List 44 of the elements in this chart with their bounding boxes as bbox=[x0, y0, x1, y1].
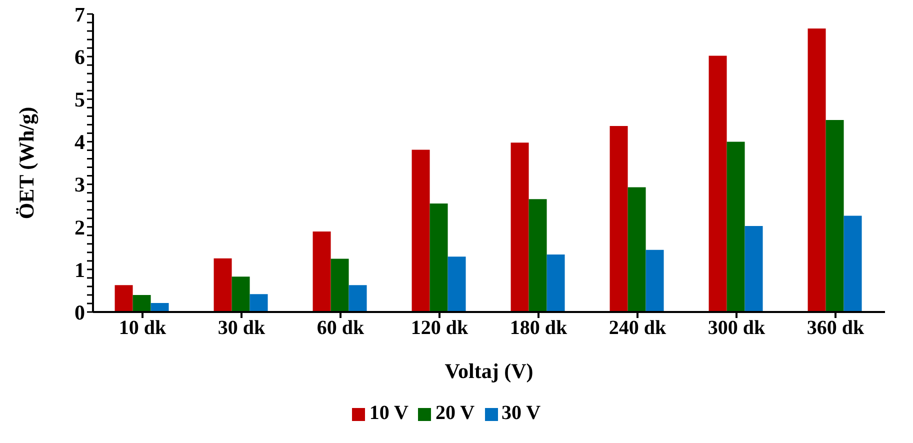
x-tick-label: 10 dk bbox=[118, 317, 167, 340]
bar bbox=[610, 126, 628, 312]
y-tick-label: 7 bbox=[74, 2, 85, 26]
bar bbox=[628, 187, 646, 312]
y-tick-label: 6 bbox=[74, 45, 85, 70]
bar bbox=[826, 120, 844, 312]
bar bbox=[132, 294, 151, 312]
x-tick-label: 180 dk bbox=[510, 317, 568, 340]
bar bbox=[348, 285, 367, 312]
bar bbox=[250, 294, 268, 312]
y-tick-label: 5 bbox=[74, 88, 85, 112]
y-axis-title: ÖET (Wh/g) bbox=[14, 106, 38, 220]
bar bbox=[808, 28, 826, 312]
y-tick-label: 2 bbox=[74, 215, 85, 240]
bar bbox=[708, 56, 727, 312]
bar bbox=[844, 216, 862, 312]
bar bbox=[528, 199, 547, 312]
bar bbox=[214, 258, 232, 312]
y-tick-label: 0 bbox=[74, 300, 85, 324]
bar bbox=[114, 285, 133, 312]
x-tick-label: 360 dk bbox=[806, 317, 865, 340]
x-tick-label: 30 dk bbox=[218, 317, 266, 340]
x-tick-label: 60 dk bbox=[316, 317, 365, 340]
y-tick-label: 4 bbox=[74, 130, 86, 154]
bar bbox=[330, 258, 349, 312]
x-axis-title: Voltaj (V) bbox=[444, 359, 534, 383]
y-tick-label: 3 bbox=[74, 172, 85, 197]
bar bbox=[430, 203, 448, 312]
bar bbox=[726, 142, 745, 312]
bar bbox=[448, 256, 466, 312]
x-tick-label: 300 dk bbox=[708, 317, 766, 340]
bar bbox=[646, 250, 664, 312]
bar bbox=[546, 254, 565, 312]
bar bbox=[232, 276, 250, 312]
legend-label: 10 V bbox=[369, 402, 408, 424]
x-tick-label: 120 dk bbox=[410, 317, 469, 340]
x-tick-label: 240 dk bbox=[608, 317, 667, 340]
bar bbox=[312, 232, 331, 312]
bar bbox=[744, 226, 763, 312]
legend-label: 20 V bbox=[435, 402, 475, 424]
bar bbox=[510, 142, 529, 312]
y-tick-label: 1 bbox=[74, 258, 85, 282]
bar bbox=[412, 150, 430, 312]
legend-label: 30 V bbox=[502, 402, 541, 424]
